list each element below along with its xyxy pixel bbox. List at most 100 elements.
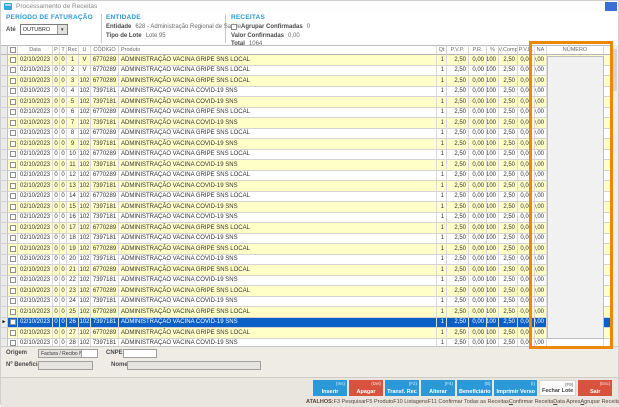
nome-field[interactable] [127, 361, 261, 370]
cnpem-field[interactable] [123, 349, 157, 358]
row-checkbox-cell [8, 76, 18, 87]
row-checkbox[interactable] [9, 277, 16, 284]
shortcut-hint-agrupar-receitas[interactable]: Agrupar Receitas [580, 399, 619, 405]
table-row[interactable]: 02/10/2023 0 0 17 102 6770289 ADMINISTRAÇÃO VA… [1, 223, 612, 234]
cell-na: 0,00 [535, 265, 547, 276]
cell-pr: 0,00 [469, 307, 487, 318]
row-checkbox[interactable] [9, 193, 16, 200]
select-all-checkbox[interactable] [9, 47, 16, 53]
inserir-button[interactable]: (Ins) Inserir [313, 380, 347, 396]
row-checkbox[interactable] [9, 319, 16, 326]
row-checkbox[interactable] [9, 287, 16, 294]
row-checkbox[interactable] [9, 77, 16, 84]
origem-field[interactable]: Factura / Recibo N.º 16/41 [38, 349, 82, 358]
transf-rec-button[interactable]: (F2) Transf. Rec [385, 380, 419, 396]
cell-pvb: 0,00 [518, 181, 535, 192]
table-row[interactable]: 02/10/2023 0 0 15 102 7397181 ADMINISTRAÇÃO VA… [1, 202, 612, 213]
titlebar-right-icon[interactable] [605, 2, 617, 11]
table-row[interactable]: ► 02/10/2023 0 0 26 102 7397181 ADMINISTRAÇÃO V… [1, 317, 612, 328]
table-row[interactable]: 02/10/2023 0 0 18 102 7397181 ADMINISTRAÇÃO VA… [1, 233, 612, 244]
row-checkbox[interactable] [9, 130, 16, 137]
row-checkbox[interactable] [9, 245, 16, 252]
column-header-p: P [53, 45, 60, 55]
row-checkbox[interactable] [9, 161, 16, 168]
row-checkbox[interactable] [9, 109, 16, 116]
table-row[interactable]: 02/10/2023 0 0 3 102 6770289 ADMINISTRAÇÃO VAC… [1, 76, 612, 87]
table-row[interactable]: 02/10/2023 0 0 14 102 6770289 ADMINISTRAÇÃO VA… [1, 191, 612, 202]
cell-p: 0 [53, 128, 60, 139]
row-checkbox[interactable] [9, 88, 16, 95]
table-row[interactable]: 02/10/2023 0 0 13 102 7397181 ADMINISTRAÇÃO VA… [1, 181, 612, 192]
cell-prod: ADMINISTRAÇÃO VACINA GRIPE SNS LOCAL [119, 170, 437, 181]
periodo-dropdown[interactable]: OUTUBRO ▼ [19, 24, 68, 35]
cell-prod: ADMINISTRAÇÃO VACINA COVID-19 SNS [119, 118, 437, 129]
table-row[interactable]: 02/10/2023 0 0 16 102 7397181 ADMINISTRAÇÃO VA… [1, 212, 612, 223]
agrupar-confirmadas-checkbox[interactable] [231, 24, 237, 30]
row-checkbox[interactable] [9, 56, 16, 63]
table-row[interactable]: 02/10/2023 0 0 22 102 7397181 ADMINISTRAÇÃO VA… [1, 275, 612, 286]
row-checkbox[interactable] [9, 119, 16, 126]
row-checkbox[interactable] [9, 203, 16, 210]
table-row[interactable]: 02/10/2023 0 0 7 102 7397181 ADMINISTRAÇÃO VAC… [1, 118, 612, 129]
row-checkbox[interactable] [9, 308, 16, 315]
table-row[interactable]: 02/10/2023 0 0 12 102 6770289 ADMINISTRAÇÃO VA… [1, 170, 612, 181]
row-checkbox[interactable] [9, 182, 16, 189]
table-row[interactable]: 02/10/2023 0 0 9 102 7397181 ADMINISTRAÇÃO VAC… [1, 139, 612, 150]
row-checkbox[interactable] [9, 98, 16, 105]
cell-vcomp: 2,50 [499, 328, 518, 339]
alterar-button[interactable]: (F4) Alterar [421, 380, 455, 396]
cell-prod: ADMINISTRAÇÃO VACINA COVID-19 SNS [119, 181, 437, 192]
row-checkbox[interactable] [9, 172, 16, 179]
table-row[interactable]: 02/10/2023 0 0 23 102 6770289 ADMINISTRAÇÃO VA… [1, 286, 612, 297]
fechar-lote-button[interactable]: (F9) Fechar Lote [539, 380, 577, 396]
beneficiario-field[interactable] [38, 361, 93, 370]
table-row[interactable]: 02/10/2023 0 0 24 102 7397181 ADMINISTRAÇÃO VA… [1, 296, 612, 307]
cell-pr: 0,00 [469, 317, 487, 328]
row-checkbox[interactable] [9, 214, 16, 221]
cell-rec: 19 [67, 244, 79, 255]
cell-p: 0 [53, 328, 60, 339]
row-checkbox[interactable] [9, 340, 16, 346]
row-checkbox[interactable] [9, 151, 16, 158]
table-row[interactable]: 02/10/2023 0 0 19 102 6770289 ADMINISTRAÇÃO VA… [1, 244, 612, 255]
row-checkbox[interactable] [9, 224, 16, 231]
row-checkbox[interactable] [9, 298, 16, 305]
table-row[interactable]: 02/10/2023 0 0 11 102 7397181 ADMINISTRAÇÃO VA… [1, 160, 612, 171]
cell-t: 0 [60, 118, 67, 129]
table-row[interactable]: 02/10/2023 0 0 20 102 7397181 ADMINISTRAÇÃO VA… [1, 254, 612, 265]
imprimir-verso-button[interactable]: (I) Imprimir Verso [494, 380, 538, 396]
cell-vcomp: 2,50 [499, 86, 518, 97]
cell-data: 02/10/2023 [18, 55, 53, 66]
table-row[interactable]: 02/10/2023 0 0 5 102 7397181 ADMINISTRAÇÃO VAC… [1, 97, 612, 108]
cell-rec: 12 [67, 170, 79, 181]
shortcut-hint-data-apres[interactable]: Data Apres [553, 399, 581, 405]
apagar-button[interactable]: (Del) Apagar [349, 380, 383, 396]
cell-u: 102 [79, 170, 91, 181]
column-header-v-comp: V.Comp [499, 45, 518, 55]
table-row[interactable]: 02/10/2023 0 0 10 102 6770289 ADMINISTRAÇÃO VA… [1, 149, 612, 160]
row-checkbox[interactable] [9, 256, 16, 263]
table-row[interactable]: 02/10/2023 0 0 28 102 7397181 ADMINISTRAÇÃO VA… [1, 338, 612, 346]
cell-x [604, 275, 612, 286]
shortcut-hint-confirmar-receita[interactable]: Confirmar Receita [508, 399, 554, 405]
table-row[interactable]: 02/10/2023 0 0 8 102 6770289 ADMINISTRAÇÃO VAC… [1, 128, 612, 139]
row-checkbox[interactable] [9, 140, 16, 147]
table-row[interactable]: 02/10/2023 0 0 6 102 6770289 ADMINISTRAÇÃO VAC… [1, 107, 612, 118]
table-row[interactable]: 02/10/2023 0 0 27 102 6770289 ADMINISTRAÇÃO VA… [1, 328, 612, 339]
table-row[interactable]: 02/10/2023 0 0 2 V 6770289 ADMINISTRAÇÃO VACIN… [1, 65, 612, 76]
scrollbar-thumb[interactable] [612, 49, 617, 91]
row-checkbox[interactable] [9, 266, 16, 273]
cell-p: 0 [53, 118, 60, 129]
row-checkbox[interactable] [9, 67, 16, 74]
origem-extra-field[interactable] [81, 349, 98, 358]
table-row[interactable]: 02/10/2023 0 0 1 V 6770289 ADMINISTRAÇÃO VACIN… [1, 55, 612, 66]
table-row[interactable]: 02/10/2023 0 0 25 102 6770289 ADMINISTRAÇÃO VA… [1, 307, 612, 318]
table-row[interactable]: 02/10/2023 0 0 21 102 6770289 ADMINISTRAÇÃO VA… [1, 265, 612, 276]
beneficiario-button[interactable]: (B) Beneficiário [457, 380, 493, 396]
sair-button[interactable]: (Esc) Sair [578, 380, 613, 396]
table-row[interactable]: 02/10/2023 0 0 4 102 7397181 ADMINISTRAÇÃO VAC… [1, 86, 612, 97]
numero-column-panel[interactable] [547, 56, 604, 339]
row-checkbox[interactable] [9, 235, 16, 242]
row-checkbox[interactable] [9, 329, 16, 336]
chevron-down-icon[interactable]: ▼ [56, 25, 67, 34]
